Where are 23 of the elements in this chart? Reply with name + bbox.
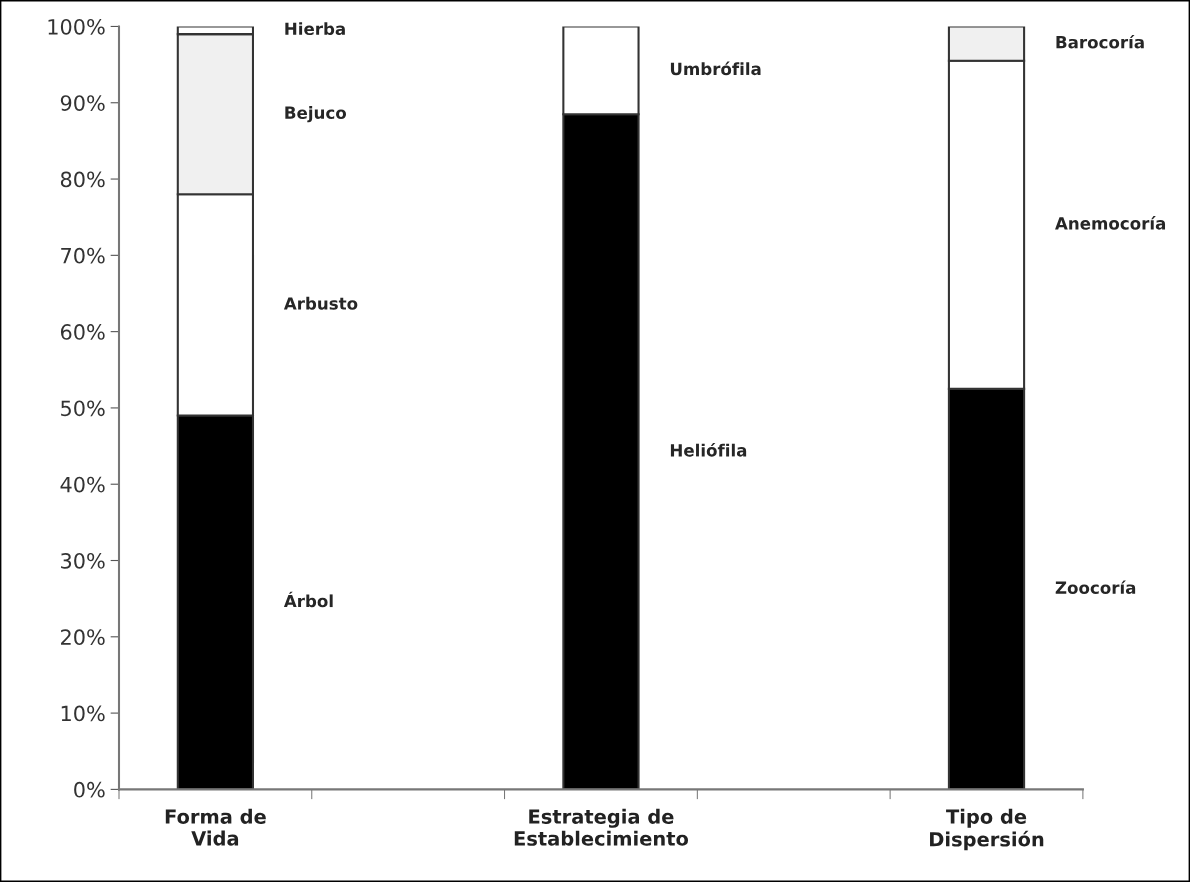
y-tick-label: 10% bbox=[61, 705, 105, 722]
x-tick-label: Tipo de Dispersión bbox=[930, 808, 1044, 851]
series-label: Zoocoría bbox=[1055, 580, 1136, 594]
y-tick-label: 100% bbox=[48, 18, 105, 35]
series-label: Arbusto bbox=[283, 296, 358, 310]
x-tick-label: Forma de Vida bbox=[165, 808, 266, 846]
y-tick-label: 0% bbox=[74, 781, 105, 798]
series-label: Anemocoría bbox=[1055, 216, 1166, 230]
series-label: Bejuco bbox=[285, 106, 347, 123]
series-label: Heliófila bbox=[670, 443, 747, 457]
y-tick-label: 70% bbox=[61, 247, 105, 264]
y-tick-label: 20% bbox=[61, 629, 105, 646]
y-tick-label: 60% bbox=[60, 324, 105, 340]
y-tick-label: 40% bbox=[60, 476, 105, 493]
series-label: Árbol bbox=[283, 591, 333, 608]
x-tick-label: Estrategia de Establecimiento bbox=[514, 808, 689, 846]
series-label: Hierba bbox=[285, 22, 345, 36]
series-label: Umbrófila bbox=[670, 61, 761, 76]
y-tick-label: 80% bbox=[60, 171, 105, 188]
y-tick-label: 90% bbox=[60, 95, 105, 111]
series-label: Barocoría bbox=[1056, 34, 1144, 49]
y-tick-label: 30% bbox=[61, 552, 105, 569]
y-tick-label: 50% bbox=[61, 400, 105, 417]
